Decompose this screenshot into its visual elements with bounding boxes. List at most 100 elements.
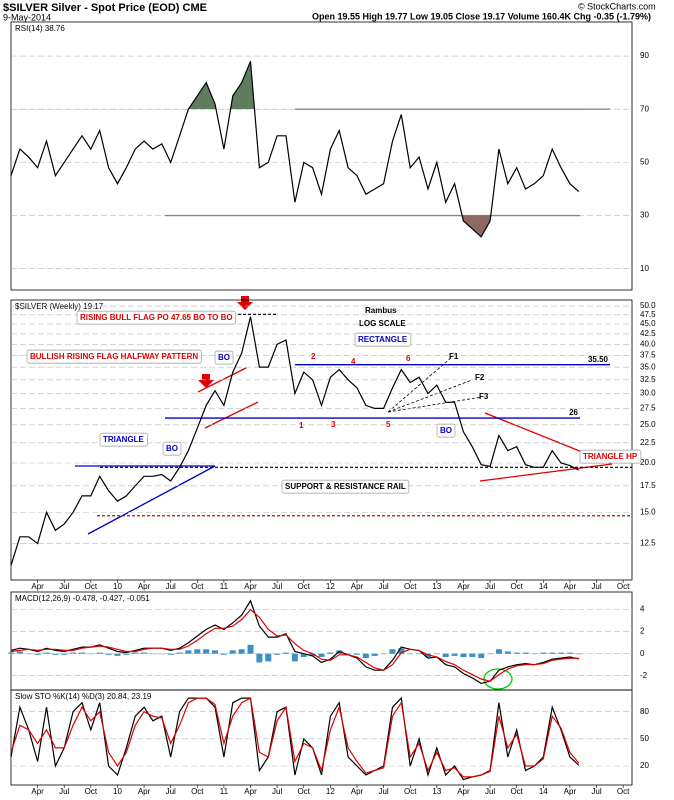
histogram-bar: [265, 653, 272, 662]
x-tick-label: 13: [432, 787, 441, 796]
y-tick-label: 45.0: [640, 319, 656, 328]
histogram-bar: [25, 653, 32, 655]
x-tick-label: Oct: [191, 582, 204, 591]
histogram-bar: [442, 653, 449, 657]
histogram-bar: [495, 649, 502, 654]
annotation: 5: [386, 420, 391, 429]
series-line: [10, 697, 580, 778]
y-tick-label: 25.0: [640, 420, 656, 429]
histogram-bar: [220, 653, 227, 655]
series-line: [10, 61, 580, 238]
histogram-bar: [345, 653, 352, 655]
annotation: 6: [406, 354, 411, 363]
x-tick-label: 14: [539, 787, 548, 796]
x-tick-label: Oct: [617, 582, 630, 591]
annotation: RISING BULL FLAG PO 47.65 BO TO BO: [80, 313, 233, 322]
x-tick-label: Jul: [166, 787, 176, 796]
histogram-bar: [8, 652, 14, 654]
trendline: [87, 465, 216, 535]
annotation: BULLISH RISING FLAG HALFWAY PATTERN: [30, 352, 198, 361]
x-tick-label: Apr: [457, 582, 470, 591]
panel-label: MACD(12,26,9) -0.478, -0.427, -0.051: [15, 594, 150, 603]
fan-line: [387, 356, 453, 413]
histogram-bar: [558, 652, 565, 654]
histogram-bar: [504, 651, 511, 654]
x-tick-label: Apr: [351, 582, 364, 591]
y-tick-label: 35.0: [640, 362, 656, 371]
level-label: 26: [569, 408, 578, 417]
histogram-bar: [167, 653, 174, 655]
histogram-bar: [433, 653, 440, 655]
x-tick-label: 12: [326, 787, 335, 796]
histogram-bar: [300, 653, 307, 657]
histogram-bar: [513, 652, 520, 654]
x-tick-label: Apr: [457, 787, 470, 796]
x-tick-label: Apr: [564, 582, 577, 591]
annotation: BO: [440, 426, 452, 435]
date: 9-May-2014: [3, 12, 51, 22]
histogram-bar: [78, 652, 85, 654]
fan-line: [387, 396, 483, 413]
x-tick-label: Jul: [485, 787, 495, 796]
histogram-bar: [522, 652, 529, 654]
annotation: F3: [479, 392, 489, 401]
histogram-bar: [149, 653, 156, 655]
histogram-bar: [176, 652, 183, 654]
series-line: [10, 608, 579, 682]
y-tick-label: -2: [640, 671, 648, 680]
x-tick-label: Apr: [138, 582, 151, 591]
x-tick-label: Jul: [591, 787, 601, 796]
chart-title: $SILVER Silver - Spot Price (EOD) CME: [3, 2, 207, 14]
annotation: LOG SCALE: [359, 319, 406, 328]
y-tick-label: 2: [640, 627, 645, 636]
histogram-bar: [238, 649, 245, 654]
x-tick-label: Oct: [191, 787, 204, 796]
fan-line: [387, 379, 473, 413]
y-tick-label: 42.5: [640, 329, 656, 338]
x-tick-label: Jul: [591, 582, 601, 591]
y-tick-label: 32.5: [640, 375, 656, 384]
y-tick-label: 90: [640, 51, 649, 60]
histogram-bar: [309, 653, 316, 656]
annotation: F2: [475, 373, 485, 382]
y-tick-label: 10: [640, 264, 649, 273]
arrow: [237, 296, 253, 310]
annotation: SUPPORT & RESISTANCE RAIL: [285, 482, 406, 491]
arrow: [198, 374, 214, 388]
y-tick-label: 17.5: [640, 481, 656, 490]
y-tick-label: 47.5: [640, 310, 656, 319]
x-tick-label: Oct: [298, 787, 311, 796]
histogram-bar: [70, 652, 77, 654]
histogram-bar: [256, 653, 263, 663]
x-tick-label: Jul: [272, 787, 282, 796]
x-tick-label: Apr: [31, 787, 44, 796]
x-tick-label: Apr: [244, 787, 257, 796]
x-tick-label: 13: [432, 582, 441, 591]
annotation: BO: [218, 353, 230, 362]
histogram-bar: [43, 652, 50, 654]
y-tick-label: 37.5: [640, 350, 656, 359]
rsi-fill: [11, 61, 579, 110]
x-tick-label: Jul: [166, 582, 176, 591]
histogram-bar: [105, 653, 112, 655]
y-tick-label: 15.0: [640, 507, 656, 516]
histogram-bar: [380, 653, 387, 655]
y-tick-label: 70: [640, 104, 649, 113]
histogram-bar: [327, 652, 334, 654]
panel-frame: [10, 299, 633, 581]
y-tick-label: 22.5: [640, 438, 656, 447]
panel-label: $SILVER (Weekly) 19.17: [15, 302, 104, 311]
x-tick-label: Jul: [378, 787, 388, 796]
y-tick-label: 80: [640, 707, 649, 716]
histogram-bar: [123, 653, 130, 655]
y-tick-label: 20: [640, 761, 649, 770]
panel-frame: [10, 21, 633, 291]
histogram-bar: [87, 653, 94, 655]
histogram-bar: [158, 653, 165, 655]
annotation-box: [26, 349, 202, 364]
x-tick-label: Oct: [617, 787, 630, 796]
annotation-box: [214, 350, 234, 365]
histogram-bar: [203, 649, 210, 654]
highlight-circle: [483, 668, 513, 690]
histogram-bar: [61, 653, 68, 655]
